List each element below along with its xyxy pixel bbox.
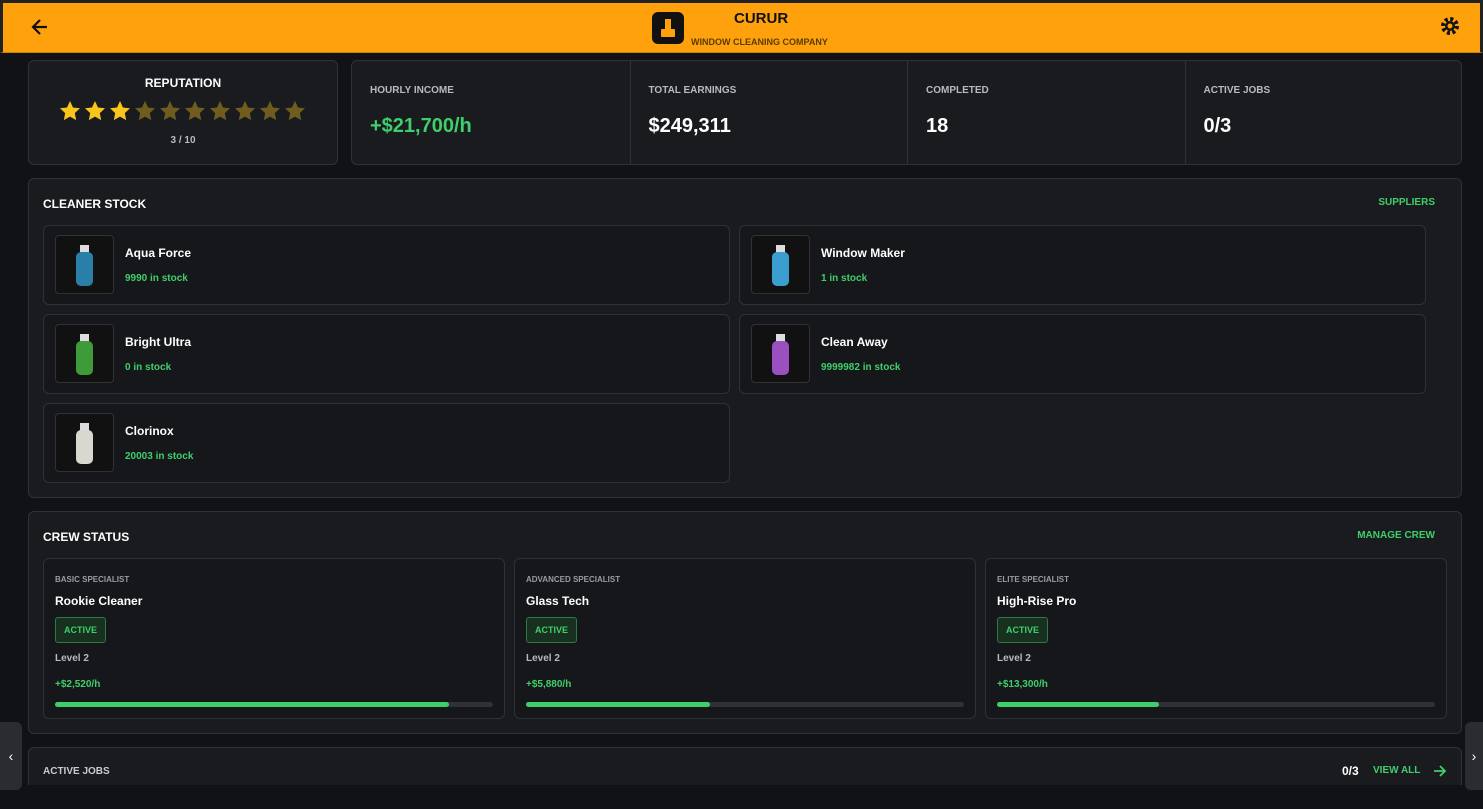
stat-label: HOURLY INCOME [370, 85, 454, 96]
suppliers-link[interactable]: SUPPLIERS [1378, 197, 1435, 208]
stat-value: 0/3 [1203, 115, 1232, 137]
progress-track [997, 702, 1435, 707]
star [209, 100, 231, 122]
product-image [55, 413, 114, 472]
crew-income: +$2,520/h [55, 679, 101, 690]
status-badge: ACTIVE [997, 617, 1049, 643]
view-all-arrow[interactable] [1432, 763, 1448, 779]
back-button[interactable] [29, 16, 51, 38]
settings-button[interactable] [1439, 15, 1463, 39]
product-stock: 1 in stock [821, 273, 868, 284]
star [184, 100, 206, 122]
product-name: Aqua Force [125, 246, 192, 260]
stats-card: HOURLY INCOME +$21,700/h TOTAL EARNINGS $24… [351, 60, 1462, 165]
stat-label: ACTIVE JOBS [1203, 85, 1271, 96]
product-name: Window Maker [821, 246, 905, 260]
crew-level: Level 2 [55, 653, 89, 664]
crew-level: Level 2 [997, 653, 1031, 664]
star [259, 100, 281, 122]
stock-item: Aqua Force 9990 in stock [43, 225, 730, 305]
product-image [751, 235, 810, 294]
reputation-label: REPUTATION [144, 76, 222, 90]
stat-value: 18 [926, 115, 949, 137]
header: CURUR WINDOW CLEANING COMPANY [0, 0, 1483, 53]
company-subtitle: WINDOW CLEANING COMPANY [691, 37, 828, 47]
star [159, 100, 181, 122]
crew-card: BASIC SPECIALIST Rookie Cleaner ACTIVE Leve… [43, 558, 505, 719]
product-image [751, 324, 810, 383]
section-title: ACTIVE JOBS [43, 766, 110, 777]
star [134, 100, 156, 122]
crew-tier: ADVANCED SPECIALIST [526, 575, 621, 584]
stat-value: $249,311 [648, 115, 731, 137]
star [59, 100, 81, 122]
view-all-link[interactable]: VIEW ALL [1373, 765, 1421, 776]
product-stock: 9999982 in stock [821, 362, 901, 373]
product-stock: 0 in stock [125, 362, 172, 373]
section-title: CLEANER STOCK [43, 197, 147, 211]
reputation-card: REPUTATION 3 / 10 [28, 60, 338, 165]
section-title: CREW STATUS [43, 530, 130, 544]
stat-value: +$21,700/h [370, 115, 472, 137]
crew-name: High-Rise Pro [997, 594, 1077, 608]
crew-tier: BASIC SPECIALIST [55, 575, 130, 584]
logo [652, 12, 684, 44]
star [109, 100, 131, 122]
product-stock: 9990 in stock [125, 273, 188, 284]
crew-card: ADVANCED SPECIALIST Glass Tech ACTIVE Level… [514, 558, 976, 719]
progress-fill [55, 702, 450, 707]
stat-label: TOTAL EARNINGS [648, 85, 737, 96]
product-image [55, 235, 114, 294]
product-name: Bright Ultra [125, 335, 191, 349]
star [284, 100, 306, 122]
product-image [55, 324, 114, 383]
status-badge: ACTIVE [55, 617, 107, 643]
progress-track [526, 702, 964, 707]
progress-fill [526, 702, 710, 707]
crew-panel: CREW STATUS MANAGE CREW BASIC SPECIALIST Ro… [28, 511, 1462, 734]
stat: COMPLETED 18 [907, 61, 1185, 164]
stat: ACTIVE JOBS 0/3 [1184, 61, 1463, 164]
crew-income: +$5,880/h [526, 679, 572, 690]
stock-item: Window Maker 1 in stock [739, 225, 1426, 305]
product-name: Clorinox [125, 424, 174, 438]
crew-level: Level 2 [526, 653, 560, 664]
left-tab[interactable]: ‹ [0, 722, 22, 790]
company-name: CURUR [734, 10, 789, 27]
fade [0, 785, 1483, 809]
jobs-count: 0/3 [1342, 764, 1359, 778]
crew-name: Glass Tech [526, 594, 590, 608]
product-name: Clean Away [821, 335, 888, 349]
manage-crew-link[interactable]: MANAGE CREW [1357, 530, 1435, 541]
star [84, 100, 106, 122]
progress-track [55, 702, 493, 707]
product-stock: 20003 in stock [125, 451, 194, 462]
right-tab[interactable]: › [1465, 722, 1483, 790]
reputation-value: 3 / 10 [170, 135, 196, 146]
crew-tier: ELITE SPECIALIST [997, 575, 1070, 584]
stat: TOTAL EARNINGS $249,311 [629, 61, 908, 164]
crew-income: +$13,300/h [997, 679, 1048, 690]
status-badge: ACTIVE [526, 617, 578, 643]
stat: HOURLY INCOME +$21,700/h [352, 61, 630, 164]
stock-item: Bright Ultra 0 in stock [43, 314, 730, 394]
stock-item: Clorinox 20003 in stock [43, 403, 730, 483]
crew-card: ELITE SPECIALIST High-Rise Pro ACTIVE Level… [985, 558, 1447, 719]
progress-fill [997, 702, 1160, 707]
stock-item: Clean Away 9999982 in stock [739, 314, 1426, 394]
star [234, 100, 256, 122]
crew-name: Rookie Cleaner [55, 594, 143, 608]
stat-label: COMPLETED [926, 85, 989, 96]
stock-panel: CLEANER STOCK SUPPLIERS Aqua Force 9990 in … [28, 178, 1462, 498]
